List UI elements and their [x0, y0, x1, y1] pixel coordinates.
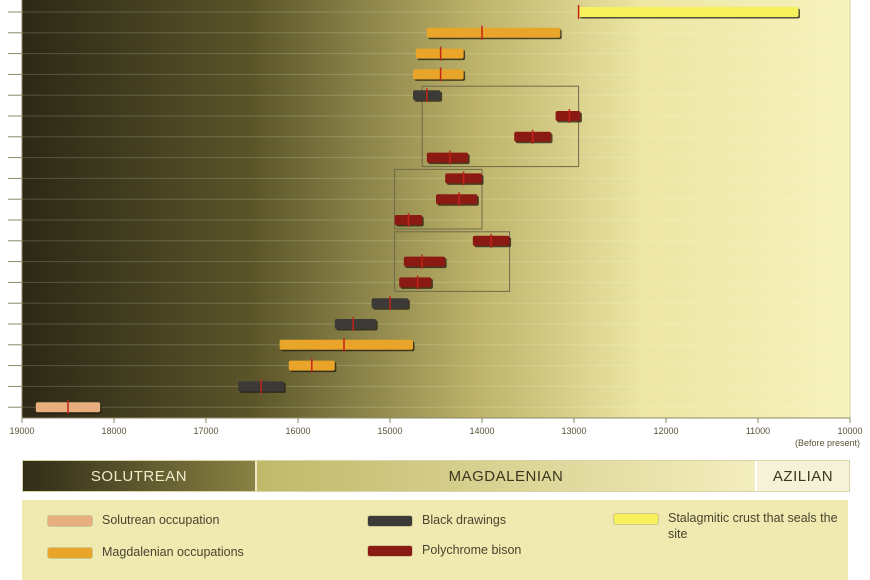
range-bar	[415, 48, 464, 59]
group-box	[394, 168, 483, 230]
x-tick-label: 16000	[285, 426, 310, 436]
range-bar-group	[426, 150, 470, 165]
range-bar-group	[415, 46, 466, 61]
legend: Solutrean occupation Magdalenian occupat…	[22, 500, 848, 580]
x-tick-label: 14000	[469, 426, 494, 436]
range-bar-group	[445, 171, 484, 186]
range-bar-group	[279, 337, 415, 352]
x-axis-unit-note: (Before present)	[795, 438, 860, 448]
range-bar	[436, 194, 478, 205]
range-bar	[403, 256, 446, 267]
plot-background	[22, 0, 850, 418]
group-box	[421, 85, 580, 168]
x-tick-label: 13000	[561, 426, 586, 436]
range-bar-group	[288, 358, 337, 373]
chart-area: 19000 18000 17000 16000 15000 14000 13000 12000…	[8, 0, 863, 448]
legend-swatch-stalagmitic-crust	[614, 514, 658, 524]
range-bar-group	[472, 233, 512, 248]
range-bar-group	[555, 109, 582, 123]
range-bar-group	[436, 192, 479, 207]
range-bar	[413, 69, 464, 80]
timeline-chart: 19000 18000 17000 16000 15000 14000 13000 12000…	[8, 0, 863, 448]
legend-item-magdalenian: Magdalenian occupations	[48, 544, 244, 560]
legend-item-polychrome-bison: Polychrome bison	[368, 542, 521, 558]
x-tick-label: 19000	[9, 426, 34, 436]
x-tick-label: 15000	[377, 426, 402, 436]
group-box	[394, 231, 511, 292]
legend-label-black-drawings: Black drawings	[422, 513, 507, 527]
range-bar-group	[35, 400, 102, 415]
x-tick-label: 12000	[653, 426, 678, 436]
period-magdalenian: MAGDALENIAN	[255, 461, 755, 491]
x-tick-label: 18000	[101, 426, 126, 436]
period-azilian: AZILIAN	[755, 461, 849, 491]
x-tick-label: 17000	[193, 426, 218, 436]
x-tick-label: 11000	[746, 426, 770, 436]
legend-label-polychrome-bison: Polychrome bison	[422, 543, 522, 557]
legend-swatch-black-drawings	[368, 516, 412, 526]
x-tick-label: 10000	[837, 426, 862, 436]
period-band: SOLUTREAN MAGDALENIAN AZILIAN	[22, 460, 850, 492]
legend-item-solutrean: Solutrean occupation	[48, 512, 219, 528]
range-bar	[334, 319, 377, 329]
legend-item-black-drawings: Black drawings	[368, 512, 506, 528]
range-bar-group	[426, 25, 562, 40]
legend-label-stalagmitic-crust: Stalagmitic crust that seals the site	[668, 511, 838, 541]
legend-item-stalagmitic-crust: Stalagmitic crust that seals the site	[614, 510, 838, 542]
range-bar-group	[403, 254, 447, 269]
range-bar	[426, 27, 561, 38]
range-bar-group	[413, 88, 443, 103]
legend-label-magdalenian: Magdalenian occupations	[102, 545, 244, 559]
range-bar-group	[577, 5, 800, 19]
range-bar	[578, 7, 799, 17]
range-bar-group	[413, 67, 466, 82]
range-bar-group	[394, 213, 424, 227]
range-bar-group	[238, 379, 286, 394]
range-bar	[279, 339, 413, 350]
period-solutrean: SOLUTREAN	[23, 461, 255, 491]
range-bar	[399, 277, 432, 288]
range-bar	[426, 152, 469, 163]
range-bar-group	[371, 296, 410, 311]
legend-swatch-solutrean	[48, 516, 92, 526]
range-bar	[555, 111, 581, 121]
range-bar-group	[399, 275, 433, 290]
range-bar-group	[334, 317, 378, 331]
legend-label-solutrean: Solutrean occupation	[102, 513, 220, 527]
range-bar-group	[514, 129, 553, 144]
legend-swatch-magdalenian	[48, 548, 92, 558]
legend-swatch-polychrome-bison	[368, 546, 412, 556]
